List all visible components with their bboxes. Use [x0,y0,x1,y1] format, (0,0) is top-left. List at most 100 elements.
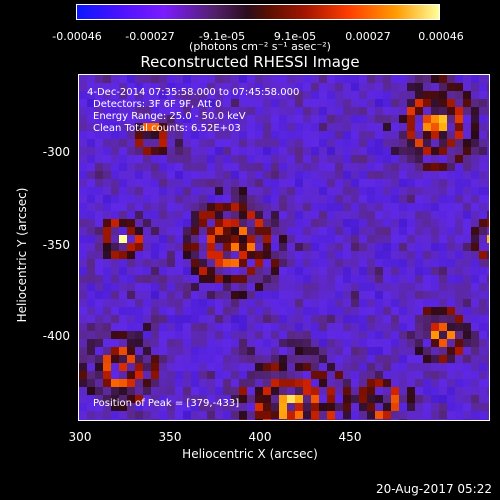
image-pixel [327,155,335,163]
image-pixel [127,203,135,211]
image-pixel [343,179,351,187]
image-pixel [327,363,335,371]
image-pixel [191,267,199,275]
image-pixel [335,235,343,243]
image-pixel [87,251,95,259]
image-pixel [415,395,423,403]
image-pixel [103,355,111,363]
image-pixel [135,139,143,147]
image-pixel [223,107,231,115]
image-pixel [271,235,279,243]
image-pixel [431,171,439,179]
image-pixel [167,283,175,291]
image-pixel [447,339,455,347]
image-pixel [319,315,327,323]
image-pixel [159,395,167,403]
image-pixel [351,75,359,83]
image-pixel [231,387,239,395]
image-pixel [175,251,183,259]
image-pixel [239,411,247,419]
image-pixel [111,323,119,331]
image-pixel [199,363,207,371]
image-pixel [375,211,383,219]
image-pixel [367,83,375,91]
image-pixel [167,251,175,259]
image-pixel [335,379,343,387]
image-pixel [487,379,489,387]
image-pixel [103,219,111,227]
image-pixel [319,323,327,331]
image-pixel [175,115,183,123]
image-pixel [271,243,279,251]
image-pixel [119,347,127,355]
image-pixel [375,163,383,171]
image-pixel [351,339,359,347]
image-pixel [207,363,215,371]
image-pixel [159,235,167,243]
image-pixel [127,371,135,379]
image-pixel [415,355,423,363]
image-pixel [303,347,311,355]
image-pixel [191,211,199,219]
image-pixel [231,99,239,107]
image-pixel [479,99,487,107]
image-pixel [359,243,367,251]
image-pixel [95,179,103,187]
image-pixel [135,355,143,363]
image-pixel [359,387,367,395]
image-pixel [111,155,119,163]
image-pixel [199,219,207,227]
image-pixel [103,267,111,275]
image-pixel [311,379,319,387]
image-pixel [151,419,159,420]
image-pixel [407,299,415,307]
image-pixel [79,395,87,403]
image-pixel [407,163,415,171]
image-pixel [255,259,263,267]
image-pixel [311,387,319,395]
image-pixel [151,307,159,315]
image-pixel [151,275,159,283]
image-pixel [239,227,247,235]
image-pixel [79,403,87,411]
image-pixel [207,339,215,347]
image-pixel [231,411,239,419]
image-pixel [95,211,103,219]
image-pixel [183,291,191,299]
image-pixel [311,107,319,115]
image-pixel [463,419,471,420]
image-pixel [383,139,391,147]
image-pixel [103,91,111,99]
image-pixel [431,379,439,387]
image-pixel [111,347,119,355]
image-pixel [439,251,447,259]
image-pixel [439,219,447,227]
image-pixel [319,123,327,131]
image-pixel [431,419,439,420]
image-pixel [199,163,207,171]
image-pixel [447,179,455,187]
image-pixel [255,139,263,147]
image-pixel [319,251,327,259]
image-pixel [183,411,191,419]
image-pixel [119,243,127,251]
image-pixel [375,195,383,203]
image-pixel [439,147,447,155]
image-pixel [263,395,271,403]
image-pixel [415,227,423,235]
image-pixel [399,179,407,187]
image-pixel [175,179,183,187]
image-pixel [223,195,231,203]
image-pixel [295,75,303,83]
image-pixel [111,363,119,371]
image-pixel [263,219,271,227]
image-pixel [471,371,479,379]
image-pixel [471,235,479,243]
image-pixel [191,283,199,291]
image-pixel [103,403,111,411]
image-pixel [431,203,439,211]
image-pixel [359,275,367,283]
image-pixel [191,227,199,235]
image-pixel [359,227,367,235]
image-pixel [167,387,175,395]
